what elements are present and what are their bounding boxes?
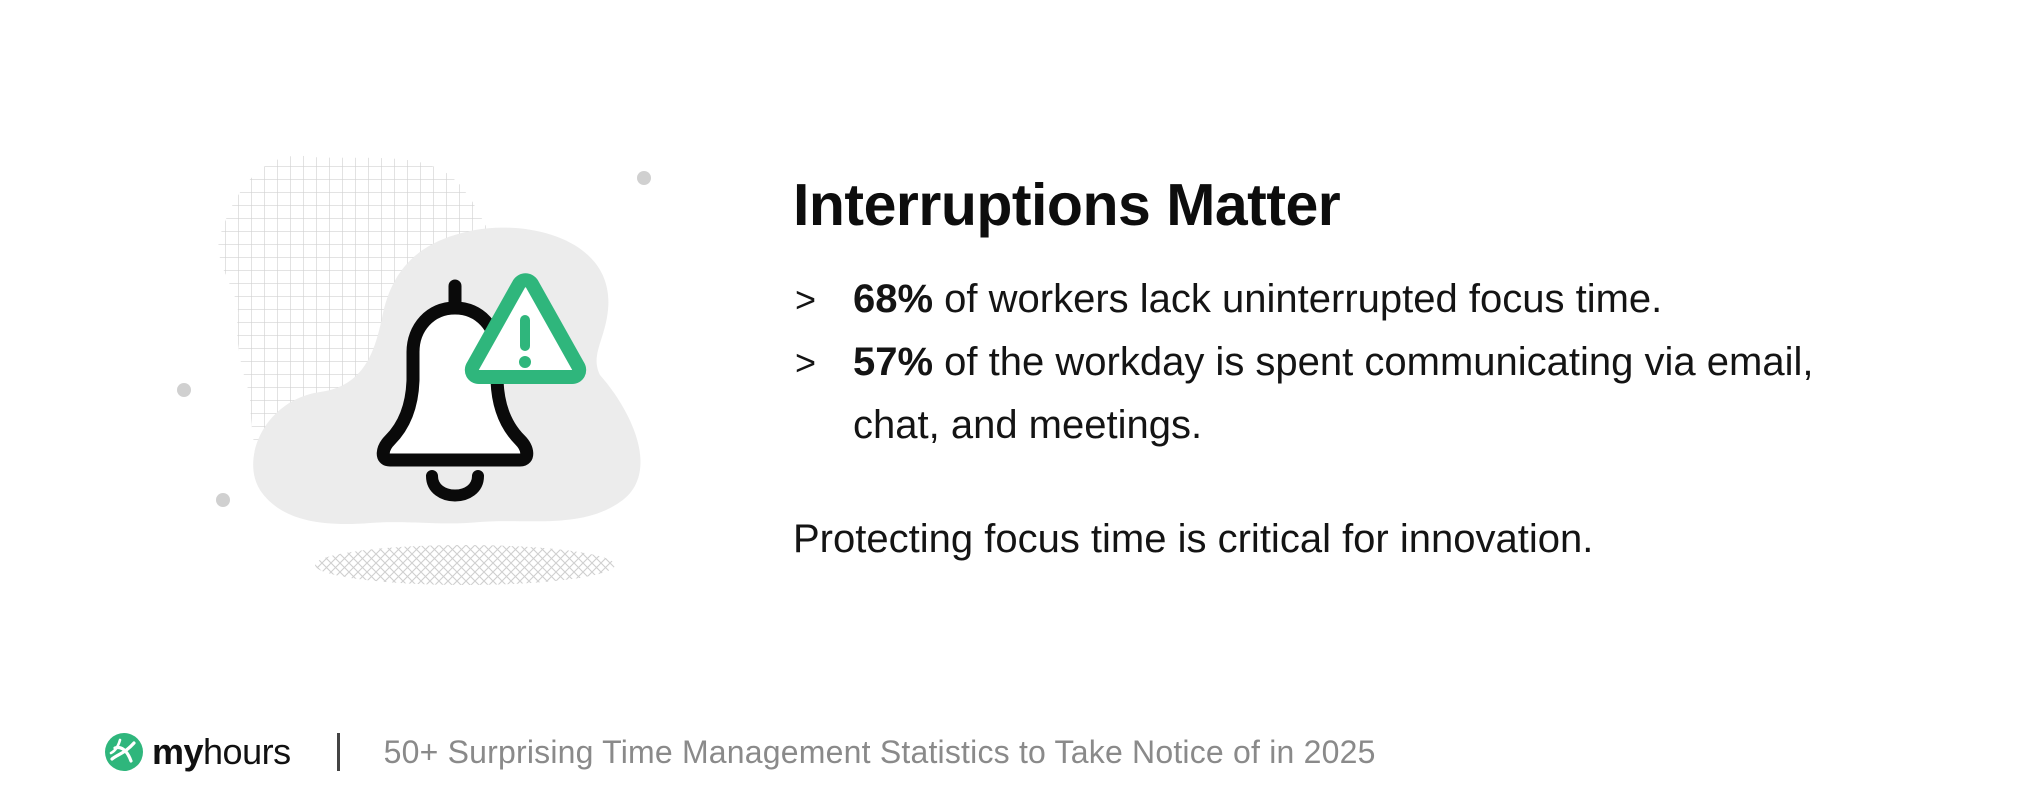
footer: myhours 50+ Surprising Time Management S… [104,728,1376,776]
page-title: Interruptions Matter [793,172,1341,238]
bullet-marker: > [795,342,817,383]
footer-divider [336,733,340,771]
warning-triangle-icon [464,273,587,384]
list-item: > 68% of workers lack uninterrupted focu… [793,268,1943,331]
illustration-graphic [177,155,651,585]
brand-name: myhours [152,731,291,773]
brand-secondary: hours [203,731,291,772]
bullet-marker: > [795,279,817,320]
stat-list: > 68% of workers lack uninterrupted focu… [793,268,1943,457]
decor-dot [216,493,230,507]
myhours-logo-icon [105,733,143,771]
stat-description: of the workday is spent communicating vi… [853,340,1814,447]
closing-statement: Protecting focus time is critical for in… [793,517,1594,561]
illustration [160,140,680,600]
brand-logo: myhours [104,731,291,773]
content-panel: Interruptions Matter > 68% of workers la… [793,170,1943,567]
stat-description: of workers lack uninterrupted focus time… [933,277,1663,321]
shadow-ellipse [315,545,615,585]
stat-value: 57% [853,340,934,384]
brand-primary: my [152,731,204,772]
list-item: > 57% of the workday is spent communicat… [793,331,1943,457]
stat-value: 68% [853,277,934,321]
decor-dot [637,171,651,185]
decor-dot [177,383,191,397]
bullet-text: 68% of workers lack uninterrupted focus … [853,268,1853,331]
footer-caption: 50+ Surprising Time Management Statistic… [383,733,1376,770]
bullet-text: 57% of the workday is spent communicatin… [853,331,1853,457]
